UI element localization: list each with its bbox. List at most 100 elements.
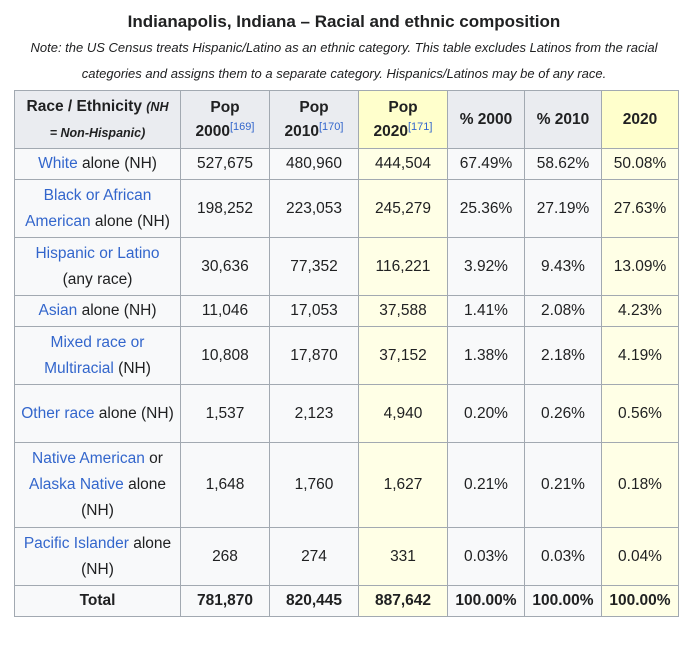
cell-pop2010: 77,352: [269, 237, 359, 296]
cell-pct2020: 27.63%: [601, 179, 679, 238]
race-link[interactable]: Mixed race or Multiracial: [44, 333, 145, 377]
cell-pct2010: 27.19%: [524, 179, 602, 238]
header-row: Race / Ethnicity (NH = Non-Hispanic) Pop…: [14, 90, 679, 149]
cell-pct2020: 0.18%: [601, 442, 679, 528]
cell-pop2000: 198,252: [180, 179, 270, 238]
race-label-text: alone (NH): [81, 476, 166, 519]
race-label-text: (any race): [62, 270, 133, 288]
cell-pop2010: 2,123: [269, 384, 359, 443]
cell-pct2000: 25.36%: [447, 179, 525, 238]
cell-pop2020: 245,279: [358, 179, 448, 238]
total-pct2000: 100.00%: [447, 585, 525, 617]
row-label: Black or African American alone (NH): [14, 179, 181, 238]
race-label-text: alone (NH): [77, 155, 157, 172]
cell-pop2020: 4,940: [358, 384, 448, 443]
row-label: Hispanic or Latino (any race): [14, 237, 181, 296]
table-row: Hispanic or Latino (any race) 30,636 77,35…: [14, 237, 679, 296]
race-label-text: alone (NH): [94, 404, 174, 422]
cell-pop2010: 480,960: [269, 148, 359, 180]
cell-pct2000: 0.21%: [447, 442, 525, 528]
row-label: Other race alone (NH): [14, 384, 181, 443]
table-row: Other race alone (NH) 1,537 2,123 4,940 0.20…: [14, 384, 679, 443]
row-label: Native American or Alaska Native alone (…: [14, 442, 181, 528]
total-pct2010: 100.00%: [524, 585, 602, 617]
race-label-text: alone (NH): [77, 302, 157, 319]
total-row: Total 781,870 820,445 887,642 100.00% 10…: [14, 585, 679, 617]
cell-pct2020: 13.09%: [601, 237, 679, 296]
race-link[interactable]: White: [38, 155, 78, 172]
race-link[interactable]: Native American: [32, 450, 145, 467]
cell-pct2020: 0.56%: [601, 384, 679, 443]
total-pop2000: 781,870: [180, 585, 270, 617]
header-race-note-b: = Non-Hispanic): [49, 125, 146, 140]
table-row: Asian alone (NH) 11,046 17,053 37,588 1.41% 2…: [14, 295, 679, 327]
table-row: Mixed race or Multiracial (NH) 10,808 17,8…: [14, 326, 679, 385]
cell-pop2000: 1,648: [180, 442, 270, 528]
row-label: Asian alone (NH): [14, 295, 181, 327]
cell-pop2000: 11,046: [180, 295, 270, 327]
table-row: Pacific Islander alone (NH) 268 274 331 0.03…: [14, 527, 679, 586]
cell-pop2010: 17,870: [269, 326, 359, 385]
table-note: Note: the US Census treats Hispanic/Lati…: [30, 40, 658, 81]
header-pop2020: Pop 2020[171]: [358, 90, 448, 149]
total-pop2020: 887,642: [358, 585, 448, 617]
cell-pct2020: 4.19%: [601, 326, 679, 385]
row-label: Mixed race or Multiracial (NH): [14, 326, 181, 385]
cell-pop2010: 17,053: [269, 295, 359, 327]
cell-pct2010: 2.18%: [524, 326, 602, 385]
cell-pop2000: 527,675: [180, 148, 270, 180]
table-caption: Indianapolis, Indiana – Racial and ethni…: [127, 12, 561, 31]
ref-171-link[interactable]: [171]: [408, 120, 433, 133]
header-race-label: Race / Ethnicity: [26, 97, 142, 115]
row-label: White alone (NH): [14, 148, 181, 180]
race-link[interactable]: Asian: [38, 302, 78, 319]
cell-pct2000: 3.92%: [447, 237, 525, 296]
table-row: Native American or Alaska Native alone (…: [14, 442, 679, 528]
cell-pct2010: 9.43%: [524, 237, 602, 296]
cell-pct2010: 0.21%: [524, 442, 602, 528]
cell-pop2000: 268: [180, 527, 270, 586]
total-label: Total: [14, 585, 181, 617]
cell-pct2020: 50.08%: [601, 148, 679, 180]
header-pop2000: Pop 2000[169]: [180, 90, 270, 149]
cell-pop2020: 331: [358, 527, 448, 586]
cell-pct2000: 67.49%: [447, 148, 525, 180]
cell-pop2020: 37,152: [358, 326, 448, 385]
cell-pop2020: 1,627: [358, 442, 448, 528]
cell-pop2010: 274: [269, 527, 359, 586]
cell-pop2010: 223,053: [269, 179, 359, 238]
table-row: Black or African American alone (NH) 198,…: [14, 179, 679, 238]
race-label-text: alone (NH): [90, 212, 170, 230]
cell-pct2010: 0.26%: [524, 384, 602, 443]
header-pct2000: % 2000: [447, 90, 525, 149]
cell-pop2000: 10,808: [180, 326, 270, 385]
race-link[interactable]: Alaska Native: [29, 476, 124, 493]
cell-pct2020: 4.23%: [601, 295, 679, 327]
cell-pct2010: 2.08%: [524, 295, 602, 327]
cell-pop2010: 1,760: [269, 442, 359, 528]
cell-pop2000: 1,537: [180, 384, 270, 443]
total-pop2010: 820,445: [269, 585, 359, 617]
total-pct2020: 100.00%: [601, 585, 679, 617]
race-label-text: (NH): [113, 359, 151, 377]
race-link[interactable]: Black or African American: [25, 186, 152, 230]
header-pop2010: Pop 2010[170]: [269, 90, 359, 149]
header-race-note-a: (NH: [146, 99, 169, 114]
cell-pct2000: 1.38%: [447, 326, 525, 385]
race-label-text: alone (NH): [81, 534, 172, 578]
ref-170-link[interactable]: [170]: [319, 120, 344, 133]
race-link[interactable]: Hispanic or Latino: [35, 244, 160, 262]
cell-pop2020: 444,504: [358, 148, 448, 180]
cell-pct2000: 0.20%: [447, 384, 525, 443]
header-pct2020: 2020: [601, 90, 679, 149]
cell-pct2010: 0.03%: [524, 527, 602, 586]
header-race: Race / Ethnicity (NH = Non-Hispanic): [14, 90, 181, 149]
cell-pct2020: 0.04%: [601, 527, 679, 586]
ref-169-link[interactable]: [169]: [230, 120, 255, 133]
cell-pct2000: 0.03%: [447, 527, 525, 586]
row-label: Pacific Islander alone (NH): [14, 527, 181, 586]
race-link[interactable]: Other race: [21, 404, 95, 422]
race-link[interactable]: Pacific Islander: [23, 534, 129, 552]
table-row: White alone (NH) 527,675 480,960 444,504 67.…: [14, 148, 679, 180]
cell-pct2000: 1.41%: [447, 295, 525, 327]
